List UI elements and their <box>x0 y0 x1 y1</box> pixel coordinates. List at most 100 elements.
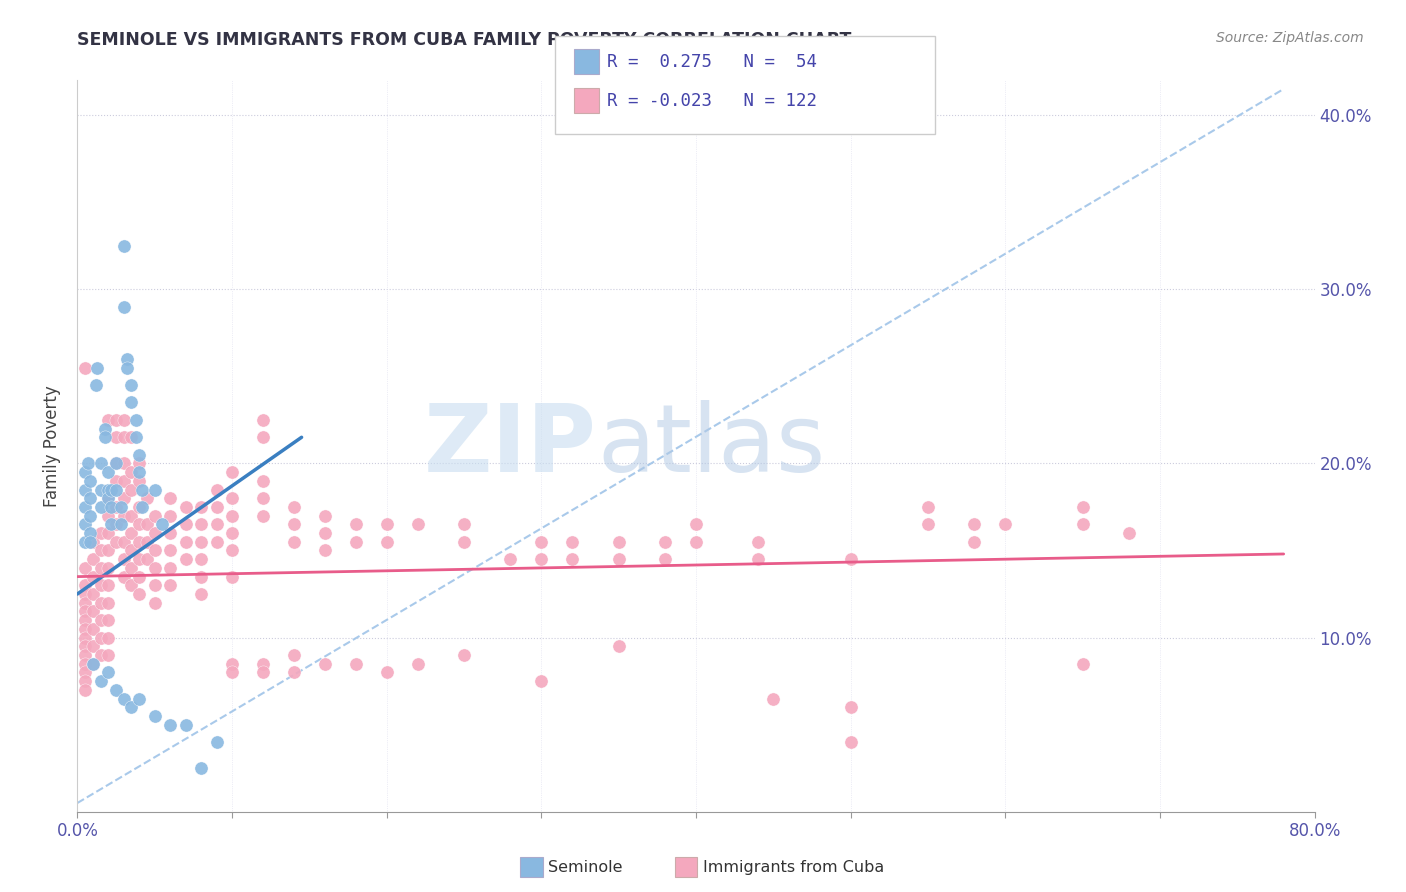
Point <box>344 517 367 532</box>
Point <box>90 674 112 689</box>
Point <box>128 500 150 514</box>
Point <box>112 413 135 427</box>
Point <box>112 569 135 583</box>
Point <box>252 491 274 506</box>
Point <box>561 552 583 566</box>
Point <box>90 561 112 575</box>
Point <box>136 552 159 566</box>
Point <box>205 500 228 514</box>
Point <box>121 465 143 479</box>
Point <box>190 569 212 583</box>
Point <box>314 508 336 523</box>
Point <box>839 700 862 714</box>
Point <box>105 517 128 532</box>
Point <box>205 517 228 532</box>
Point <box>75 500 96 514</box>
Point <box>314 657 336 671</box>
Point <box>112 534 135 549</box>
Point <box>97 526 120 541</box>
Point <box>121 526 143 541</box>
Point <box>963 517 986 532</box>
Point <box>143 578 166 592</box>
Point <box>97 648 120 662</box>
Point <box>105 457 128 471</box>
Point <box>190 500 212 514</box>
Text: Seminole: Seminole <box>548 860 623 874</box>
Point <box>90 483 112 497</box>
Point <box>283 500 305 514</box>
Point <box>79 508 101 523</box>
Point <box>100 517 122 532</box>
Point <box>607 534 630 549</box>
Point <box>159 717 181 731</box>
Point <box>221 491 243 506</box>
Point <box>221 657 243 671</box>
Point <box>82 587 104 601</box>
Point <box>136 534 159 549</box>
Point <box>406 517 429 532</box>
Point <box>82 657 104 671</box>
Point <box>174 517 197 532</box>
Point <box>205 483 228 497</box>
Point <box>174 552 197 566</box>
Point <box>121 483 143 497</box>
Point <box>75 604 96 618</box>
Point <box>112 238 135 252</box>
Point <box>90 526 112 541</box>
Point <box>121 395 143 409</box>
Point <box>375 534 398 549</box>
Point <box>159 543 181 558</box>
Point <box>205 735 228 749</box>
Point <box>839 552 862 566</box>
Point <box>75 631 96 645</box>
Point <box>314 526 336 541</box>
Point <box>115 351 138 366</box>
Point <box>143 526 166 541</box>
Point <box>121 561 143 575</box>
Point <box>152 517 174 532</box>
Point <box>685 517 707 532</box>
Point <box>159 491 181 506</box>
Point <box>97 413 120 427</box>
Point <box>82 657 104 671</box>
Point <box>221 569 243 583</box>
Point <box>75 622 96 636</box>
Text: atlas: atlas <box>598 400 825 492</box>
Point <box>90 500 112 514</box>
Point <box>75 640 96 654</box>
Point <box>86 360 108 375</box>
Point <box>174 500 197 514</box>
Point <box>75 483 96 497</box>
Point <box>1071 657 1094 671</box>
Point <box>143 709 166 723</box>
Point <box>97 561 120 575</box>
Point <box>654 552 676 566</box>
Point <box>97 543 120 558</box>
Point <box>90 596 112 610</box>
Point <box>90 457 112 471</box>
Point <box>75 596 96 610</box>
Point <box>917 500 939 514</box>
Text: ZIP: ZIP <box>425 400 598 492</box>
Point <box>375 517 398 532</box>
Point <box>105 682 128 697</box>
Point <box>121 378 143 392</box>
Point <box>128 552 150 566</box>
Point <box>82 604 104 618</box>
Point <box>97 631 120 645</box>
Point <box>1071 500 1094 514</box>
Point <box>90 613 112 627</box>
Point <box>221 508 243 523</box>
Point <box>75 665 96 680</box>
Point <box>143 508 166 523</box>
Point <box>112 552 135 566</box>
Point <box>530 674 553 689</box>
Point <box>747 552 769 566</box>
Point <box>131 483 153 497</box>
Point <box>121 578 143 592</box>
Point <box>125 413 148 427</box>
Point <box>79 491 101 506</box>
Point <box>121 508 143 523</box>
Point <box>221 665 243 680</box>
Point <box>75 534 96 549</box>
